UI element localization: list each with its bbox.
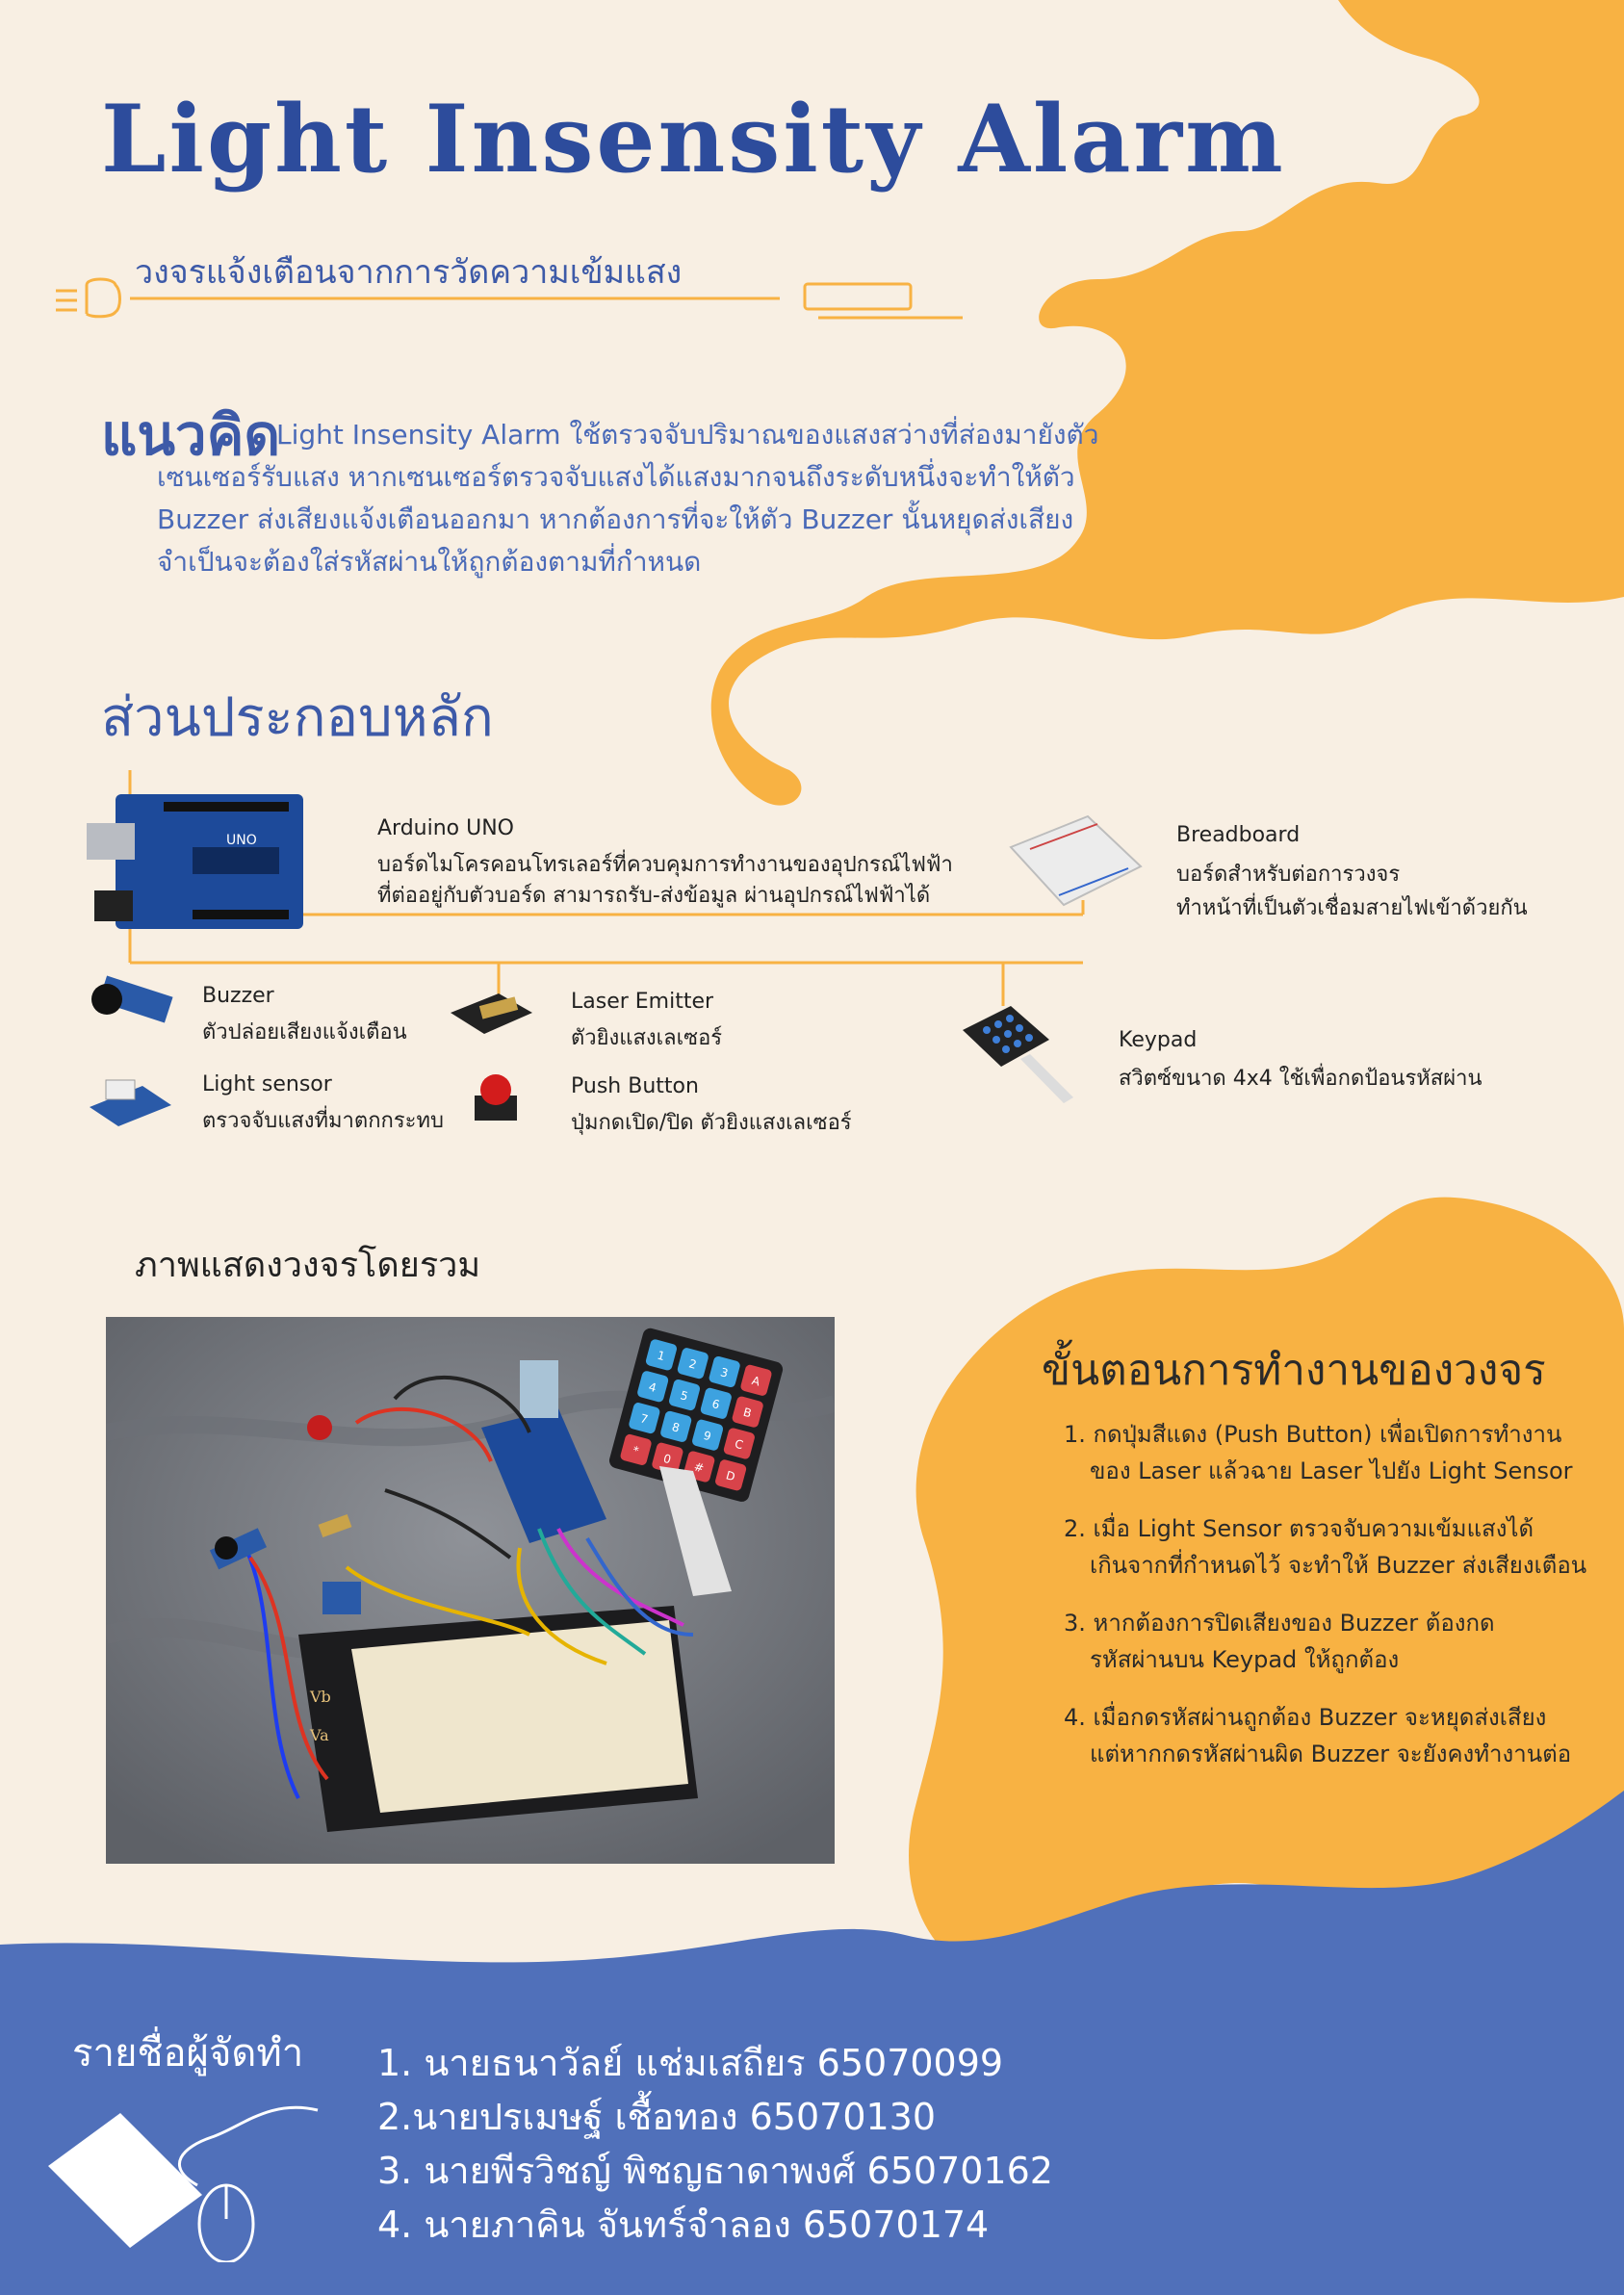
concept-heading: แนวคิด [101, 402, 281, 468]
concept-line-2: เซนเซอร์รับแสง หากเซนเซอร์ตรวจจับแสงได้แ… [157, 461, 1075, 493]
circuit-photo: Vb Va 1 2 3 A 4 5 6 B 7 8 9 C * 0 # D [106, 1317, 835, 1864]
photo-keypad-key-label: 4 [647, 1380, 657, 1395]
team-member-4: 4. นายภาคิน จันทร์จำลอง 65070174 [377, 2204, 990, 2246]
photo-keypad-key [645, 1339, 677, 1371]
step-4-line-2: แต่หากกดรหัสผ่านผิด Buzzer จะยังคงทำงานต… [1090, 1741, 1572, 1767]
steps-heading: ขั้นตอนการทำงานของวงจร [1042, 1346, 1546, 1395]
photo-breadboard-mark-1: Vb [309, 1688, 331, 1706]
blue-wave-bottom [0, 1791, 1624, 2295]
keypad-name: Keypad [1119, 1028, 1198, 1052]
photo-keypad-key-label: * [632, 1443, 640, 1457]
page-subtitle: วงจรแจ้งเตือนจากการวัดความเข้มแสง [135, 253, 683, 292]
step-1-line-1: 1. กดปุ่มสีแดง (Push Button) เพื่อเปิดกา… [1064, 1421, 1562, 1448]
photo-keypad-key [660, 1410, 692, 1442]
step-3-line-2: รหัสผ่านบน Keypad ให้ถูกต้อง [1090, 1646, 1400, 1673]
concept-line-1: Light Insensity Alarm ใช้ตรวจจับปริมาณขอ… [276, 419, 1099, 451]
team-member-2: 2.นายปรเมษฐ์ เชื้อทอง 65070130 [377, 2096, 937, 2138]
breadboard-desc-2: ทำหน้าที่เป็นตัวเชื่อมสายไฟเข้าด้วยกัน [1176, 896, 1528, 920]
photo-keypad-key-label: 6 [710, 1397, 721, 1412]
laser-desc: ตัวยิงแสงเลเซอร์ [571, 1026, 723, 1050]
photo-keypad-key-label: B [742, 1405, 754, 1421]
step-4-line-1: 4. เมื่อกดรหัสผ่านถูกต้อง Buzzer จะหยุดส… [1064, 1704, 1547, 1731]
photo-keypad-key-label: C [734, 1437, 745, 1453]
photo-keypad-key-label: # [692, 1459, 705, 1475]
subtitle-underline [56, 277, 963, 320]
photo-keypad-key [677, 1348, 709, 1380]
photo-keypad-key [629, 1403, 660, 1434]
photo-keypad-key [715, 1459, 747, 1491]
push-button-desc: ปุ่มกดเปิด/ปิด ตัวยิงแสงเลเซอร์ [571, 1111, 852, 1135]
photo-keypad-key-label: 0 [662, 1452, 673, 1467]
components-heading: ส่วนประกอบหลัก [101, 686, 494, 749]
laser-device-icon [803, 282, 963, 320]
photo-keypad-key-label: 8 [670, 1420, 681, 1435]
photo-keypad-key-label: 3 [719, 1365, 730, 1380]
photo-keypad-key-label: 5 [679, 1388, 689, 1404]
photo-keypad-key [709, 1355, 740, 1388]
keypad-desc: สวิตซ์ขนาด 4x4 ใช้เพื่อกดป้อนรหัสผ่าน [1119, 1067, 1482, 1091]
orange-splash-top [710, 0, 1624, 806]
computer-mouse-icon [48, 2105, 319, 2262]
breadboard-name: Breadboard [1176, 823, 1301, 847]
arduino-name: Arduino UNO [377, 816, 515, 840]
laser-emitter-image [451, 993, 532, 1034]
team-member-1: 1. นายธนาวัลย์ แช่มเสถียร 65070099 [377, 2042, 1004, 2084]
light-sensor-image [90, 1079, 171, 1126]
photo-breadboard-mark-2: Va [309, 1726, 329, 1744]
light-sensor-name: Light sensor [202, 1072, 332, 1096]
concept-line-4: จำเป็นจะต้องใส่รหัสผ่านให้ถูกต้องตามที่ก… [157, 546, 702, 578]
photo-keypad-key [637, 1371, 669, 1403]
light-sensor-desc: ตรวจจับแสงที่มาตกกระทบ [202, 1109, 444, 1133]
photo-keypad-key [620, 1433, 652, 1465]
arduino-uno-image: UNO [87, 794, 303, 929]
arduino-board-label: UNO [226, 833, 257, 848]
photo-keypad-key [652, 1442, 683, 1474]
laser-name: Laser Emitter [571, 990, 714, 1014]
photo-keypad-key-label: 1 [656, 1349, 666, 1364]
arduino-desc-1: บอร์ดไมโครคอนโทรเลอร์ที่ควบคุมการทำงานขอ… [377, 853, 953, 877]
push-button-name: Push Button [571, 1074, 699, 1098]
step-2-line-1: 2. เมื่อ Light Sensor ตรวจจับความเข้มแสง… [1064, 1515, 1534, 1542]
arduino-desc-2: ที่ต่ออยู่กับตัวบอร์ด สามารถรับ-ส่งข้อมู… [377, 884, 931, 908]
buzzer-image [91, 975, 173, 1023]
buzzer-name: Buzzer [202, 984, 274, 1008]
photo-keypad-key [723, 1428, 755, 1459]
keypad-image [963, 1006, 1073, 1103]
photo-keypad-key [692, 1419, 724, 1451]
photo-keypad-key-label: 9 [702, 1429, 712, 1444]
buzzer-desc: ตัวปล่อยเสียงแจ้งเตือน [202, 1020, 407, 1044]
photo-keypad-key-label: 7 [639, 1411, 650, 1427]
photo-keypad-key [700, 1387, 732, 1419]
step-3-line-1: 3. หากต้องการปิดเสียงของ Buzzer ต้องกด [1064, 1610, 1495, 1637]
page-title: Light Insensity Alarm [101, 85, 1286, 193]
photo-keypad-key-label: D [725, 1468, 737, 1483]
photo-keypad-key [732, 1396, 763, 1428]
breadboard-image [1009, 814, 1143, 907]
push-button-image [475, 1074, 517, 1121]
lightbulb-icon [56, 277, 121, 319]
step-1-line-2: ของ Laser แล้วฉาย Laser ไปยัง Light Sens… [1090, 1457, 1573, 1484]
photo-keypad-key [740, 1364, 772, 1396]
team-label: รายชื่อผู้จัดทำ [72, 2031, 304, 2076]
team-member-3: 3. นายพีรวิชญ์ พิชญธาดาพงศ์ 65070162 [377, 2150, 1053, 2192]
step-2-line-2: เกินจากที่กำหนดไว้ จะทำให้ Buzzer ส่งเสี… [1090, 1552, 1587, 1579]
breadboard-desc-1: บอร์ดสำหรับต่อการวงจร [1176, 863, 1401, 887]
photo-keypad-key-label: 2 [687, 1356, 698, 1372]
orange-blob-right [909, 1197, 1624, 1986]
concept-line-3: Buzzer ส่งเสียงแจ้งเตือนออกมา หากต้องการ… [157, 503, 1074, 535]
photo-keypad-key [668, 1380, 701, 1411]
circuit-photo-heading: ภาพแสดงวงจรโดยรวม [135, 1246, 481, 1285]
